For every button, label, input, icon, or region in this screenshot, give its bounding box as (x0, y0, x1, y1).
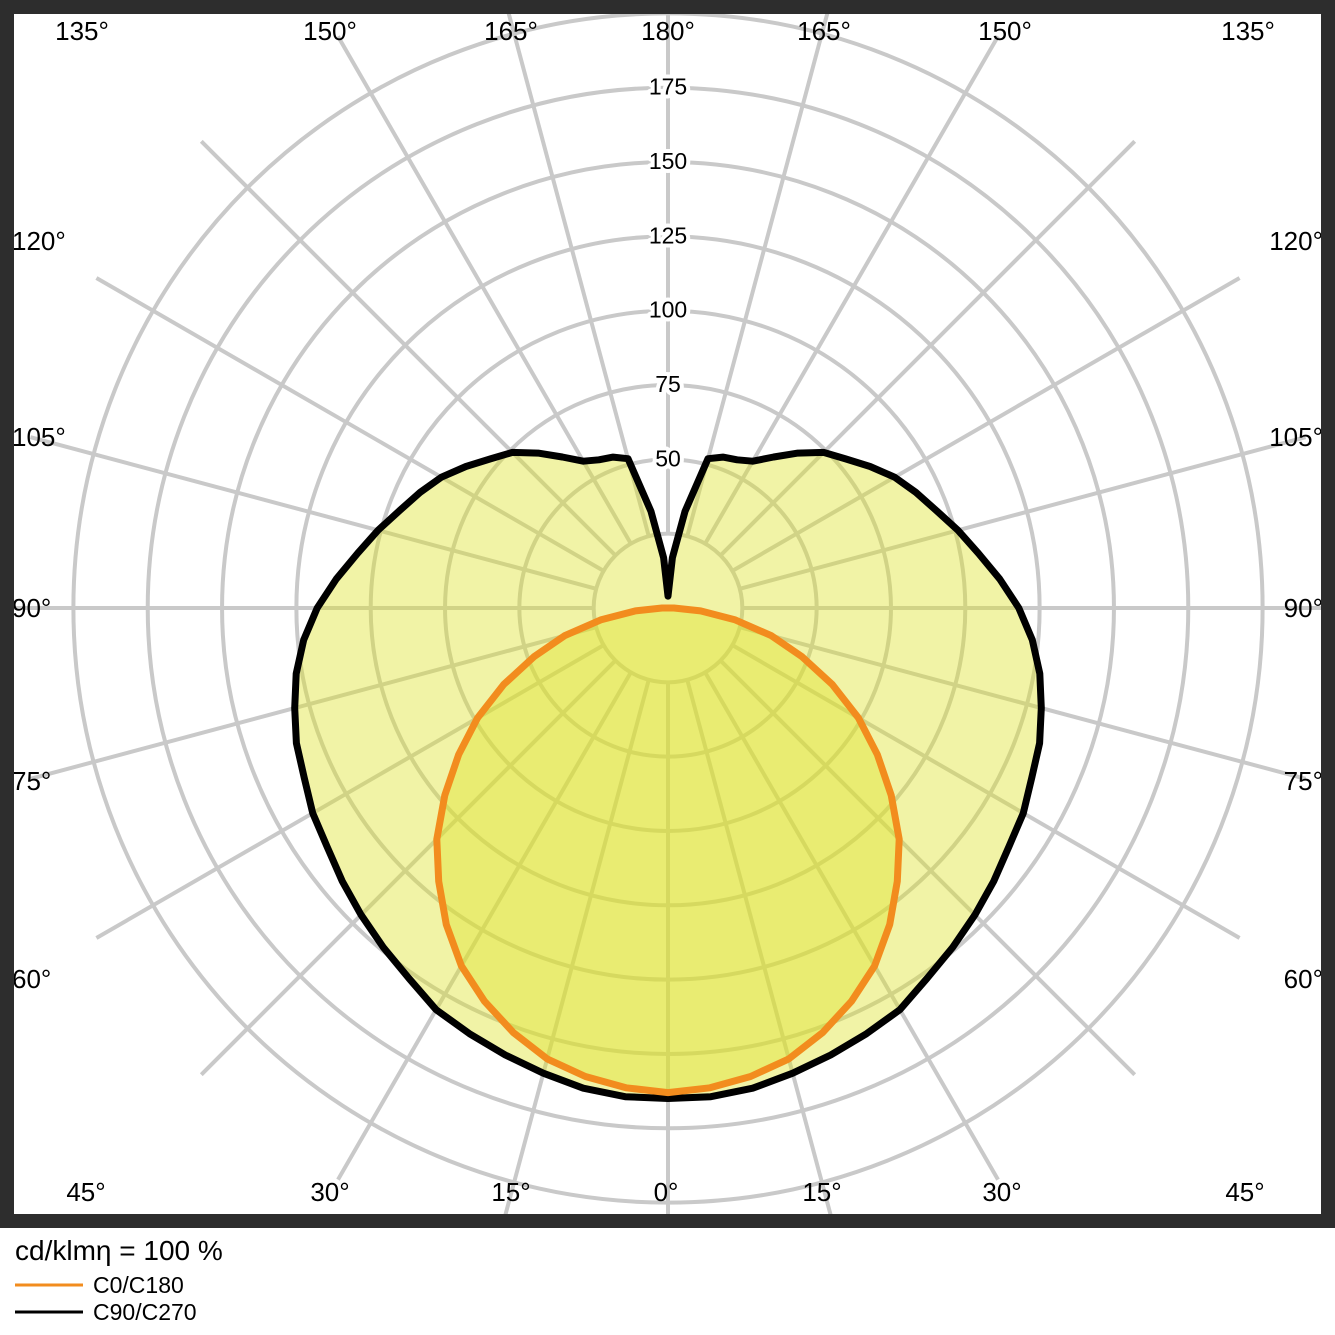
distribution-curves (291, 448, 1045, 1102)
grid-ray (503, 679, 651, 1214)
legend: cd/klmη = 100 % C0/C180 C90/C270 (15, 1235, 223, 1325)
legend-label-c90-c270: C90/C270 (93, 1299, 197, 1325)
legend-label-c0-c180: C0/C180 (93, 1272, 184, 1298)
curve-c90-c270 (291, 448, 1045, 1102)
grid-ray (719, 139, 1137, 557)
angle-tick-label: 135° (55, 16, 109, 46)
angle-tick-label: 120° (1269, 226, 1323, 256)
grid-ray (719, 659, 1137, 1077)
plot-frame (0, 0, 1335, 1228)
angle-tick-label: 60° (1284, 964, 1323, 994)
angle-tick-label: 120° (12, 226, 66, 256)
angle-tick-label: 30° (310, 1177, 349, 1207)
angle-tick-label: 45° (1225, 1177, 1264, 1207)
radial-tick-label: 125 (649, 222, 687, 248)
angle-tick-label: 165° (797, 16, 851, 46)
grid-ray (95, 276, 605, 573)
grid-ray (95, 643, 605, 940)
angle-tick-label: 75° (12, 766, 51, 796)
curve-c0-c180 (433, 604, 903, 1097)
unit-efficiency-label: cd/klmη = 100 % (15, 1235, 223, 1266)
grid-ray (731, 643, 1241, 940)
radial-tick-label: 100 (649, 297, 687, 323)
radial-tick-label: 175 (649, 74, 687, 100)
angle-tick-label: 150° (978, 16, 1032, 46)
grid-ray (506, 14, 651, 537)
grid-ray (739, 435, 1307, 591)
angle-tick-label: 60° (12, 964, 51, 994)
angle-tick-label: 165° (484, 16, 538, 46)
angle-tick-label: 75° (1284, 766, 1323, 796)
angle-tick-label: 90° (12, 593, 51, 623)
polar-grid (14, 14, 1321, 1214)
angle-tick-label: 105° (12, 422, 66, 452)
tick-labels: 50 75 100 125 150 175 135° 150° 165° 180° 165° 150°… (12, 16, 1323, 1207)
grid-ray (199, 139, 617, 557)
grid-ray (703, 671, 1000, 1181)
grid-ray (685, 14, 830, 537)
grid-ray (336, 671, 633, 1181)
angle-tick-label: 90° (1284, 593, 1323, 623)
angle-tick-label: 180° (641, 16, 695, 46)
grid-ray (739, 625, 1307, 781)
angle-tick-label: 0° (654, 1177, 679, 1207)
grid-ray (199, 659, 617, 1077)
angle-tick-label: 15° (802, 1177, 841, 1207)
angle-tick-label: 45° (66, 1177, 105, 1207)
angle-tick-label: 30° (982, 1177, 1021, 1207)
angle-tick-label: 150° (303, 16, 357, 46)
grid-ray (685, 679, 833, 1214)
radial-tick-label: 50 (655, 445, 681, 471)
angle-tick-label: 105° (1269, 422, 1323, 452)
grid-ray (29, 625, 597, 781)
angle-tick-label: 15° (491, 1177, 530, 1207)
grid-ray (731, 276, 1241, 573)
radial-tick-label: 75 (655, 371, 681, 397)
grid-ray (29, 435, 597, 591)
radial-tick-label: 150 (649, 148, 687, 174)
angle-tick-label: 135° (1221, 16, 1275, 46)
